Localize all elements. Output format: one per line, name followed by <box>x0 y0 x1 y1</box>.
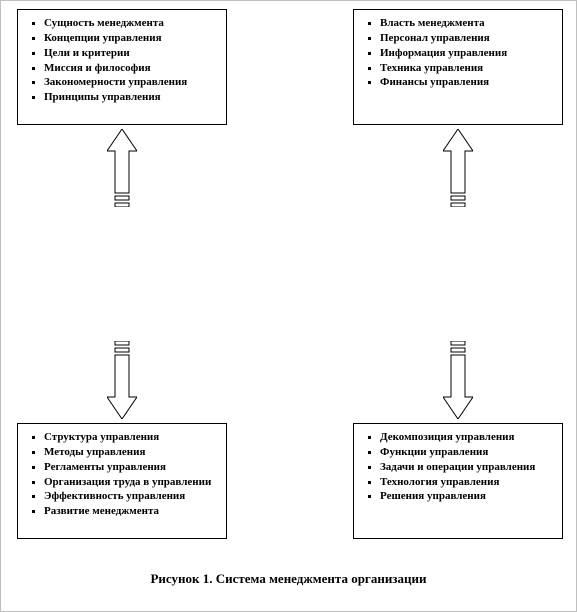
list-item: Регламенты управления <box>22 460 220 475</box>
list-item: Организация труда в управлении <box>22 475 220 490</box>
box-bottom-left: Структура управленияМетоды управленияРег… <box>17 423 227 539</box>
list-item: Технология управления <box>358 475 556 490</box>
list-item: Информация управления <box>358 46 556 61</box>
list-item: Финансы управления <box>358 75 556 90</box>
box-bottom-right: Декомпозиция управленияФункции управлени… <box>353 423 563 539</box>
list-item: Принципы управления <box>22 90 220 105</box>
list-item: Миссия и философия <box>22 61 220 76</box>
figure-caption: Рисунок 1. Система менеджмента организац… <box>1 571 576 587</box>
arrow-top-left-up-icon <box>107 129 137 207</box>
list-item: Решения управления <box>358 489 556 504</box>
list-item: Персонал управления <box>358 31 556 46</box>
box-bottom-left-list: Структура управленияМетоды управленияРег… <box>22 430 220 519</box>
list-item: Сущность менеджмента <box>22 16 220 31</box>
list-item: Власть менеджмента <box>358 16 556 31</box>
list-item: Методы управления <box>22 445 220 460</box>
box-bottom-right-list: Декомпозиция управленияФункции управлени… <box>358 430 556 504</box>
list-item: Функции управления <box>358 445 556 460</box>
list-item: Концепции управления <box>22 31 220 46</box>
arrow-bottom-right-down-icon <box>443 341 473 419</box>
list-item: Закономерности управления <box>22 75 220 90</box>
list-item: Задачи и операции управления <box>358 460 556 475</box>
list-item: Цели и критерии <box>22 46 220 61</box>
box-top-right: Власть менеджментаПерсонал управленияИнф… <box>353 9 563 125</box>
list-item: Декомпозиция управления <box>358 430 556 445</box>
arrow-bottom-left-down-icon <box>107 341 137 419</box>
box-top-right-list: Власть менеджментаПерсонал управленияИнф… <box>358 16 556 90</box>
list-item: Структура управления <box>22 430 220 445</box>
arrow-top-right-up-icon <box>443 129 473 207</box>
box-top-left: Сущность менеджментаКонцепции управления… <box>17 9 227 125</box>
list-item: Развитие менеджмента <box>22 504 220 519</box>
list-item: Эффективность управления <box>22 489 220 504</box>
box-top-left-list: Сущность менеджментаКонцепции управления… <box>22 16 220 105</box>
list-item: Техника управления <box>358 61 556 76</box>
